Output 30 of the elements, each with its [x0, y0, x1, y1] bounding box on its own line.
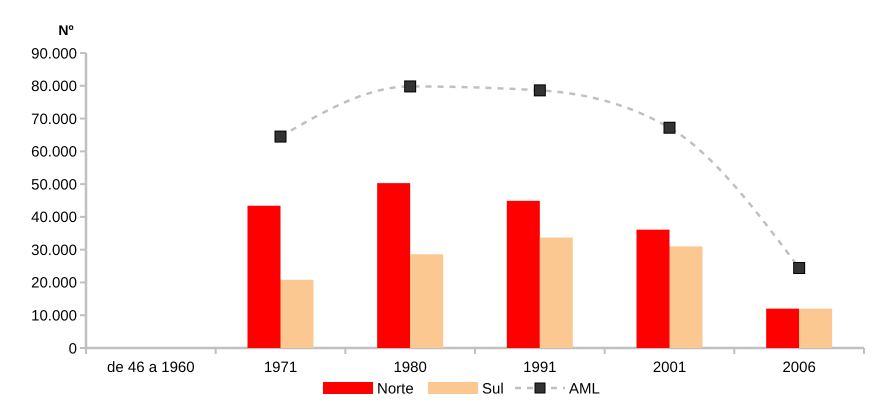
- y-axis-title: Nº: [58, 22, 74, 38]
- y-tick-label: 80.000: [31, 78, 77, 96]
- x-tick-label: 1971: [264, 359, 298, 376]
- bar: [410, 254, 444, 348]
- y-tick-label: 0: [68, 340, 77, 358]
- bar: [766, 308, 800, 348]
- bar: [540, 238, 573, 348]
- y-tick-label: 50.000: [31, 176, 77, 194]
- y-tick-label: 30.000: [31, 242, 77, 259]
- y-tick-label: 40.000: [31, 209, 77, 226]
- x-tick-label: de 46 a 1960: [107, 359, 195, 376]
- bar: [280, 280, 314, 348]
- x-tick-label: 2001: [652, 359, 686, 376]
- bar: [670, 246, 702, 348]
- y-tick-label: 60.000: [31, 144, 77, 161]
- y-tick-label: 70.000: [31, 110, 77, 128]
- legend-label: Norte: [377, 380, 414, 398]
- legend-label: Sul: [482, 380, 504, 398]
- x-tick-label: 2006: [782, 359, 816, 376]
- y-tick-label: 90.000: [31, 45, 77, 62]
- x-tick-label: 1980: [393, 359, 427, 376]
- bar: [248, 206, 280, 348]
- bar: [636, 230, 670, 348]
- bar: [506, 200, 540, 348]
- bar: [799, 308, 832, 348]
- y-tick-label: 10.000: [31, 307, 77, 324]
- y-tick-label: 20.000: [31, 274, 77, 292]
- bar: [377, 183, 410, 348]
- x-tick-label: 1991: [523, 359, 557, 376]
- legend-label: AML: [569, 380, 600, 398]
